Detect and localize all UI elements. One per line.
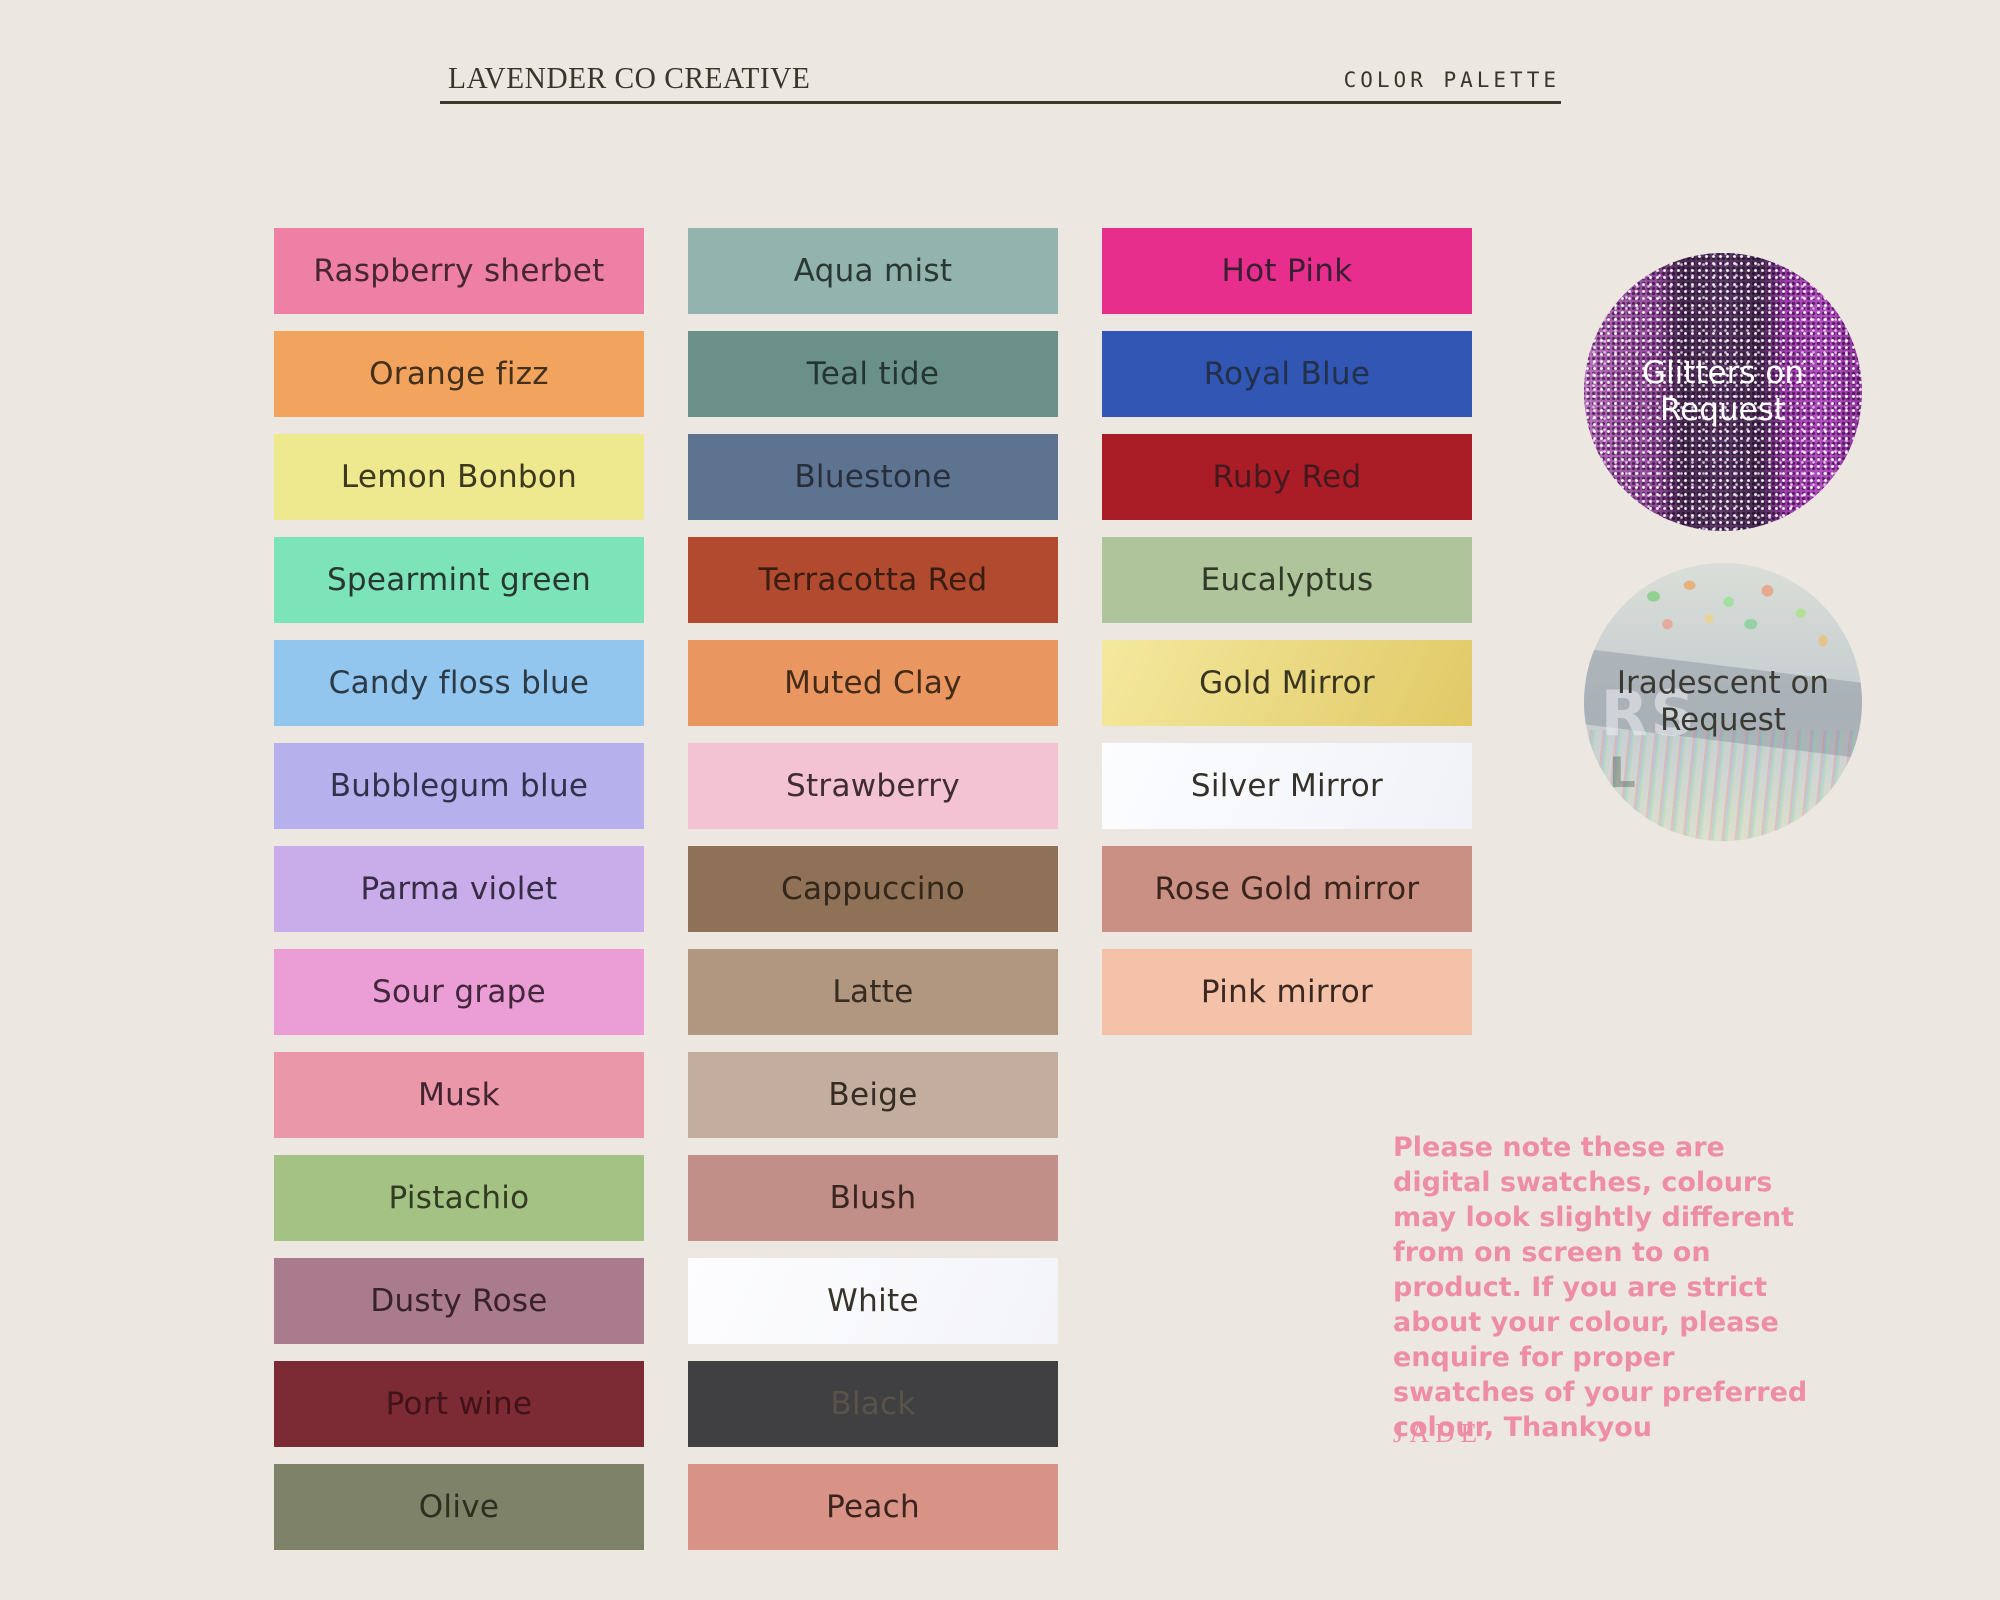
color-swatch-bubblegum-blue: Bubblegum blue <box>274 743 644 829</box>
color-swatch-muted-clay: Muted Clay <box>688 640 1058 726</box>
swatch-label: Blush <box>829 1180 917 1216</box>
swatch-label: Spearmint green <box>326 562 592 598</box>
swatch-label: Sour grape <box>371 974 547 1010</box>
glitter-sample-circle: Glitters on Request <box>1584 253 1862 531</box>
swatch-label: Teal tide <box>806 356 940 392</box>
color-swatch-eucalyptus: Eucalyptus <box>1102 537 1472 623</box>
swatch-column-1: Raspberry sherbet Orange fizz Lemon Bonbon… <box>274 228 644 1550</box>
color-swatch-latte: Latte <box>688 949 1058 1035</box>
swatch-label: Eucalyptus <box>1200 562 1374 598</box>
swatch-label: Black <box>830 1386 916 1422</box>
color-swatch-blush: Blush <box>688 1155 1058 1241</box>
color-swatch-musk: Musk <box>274 1052 644 1138</box>
note-text: Please note these are digital swatches, … <box>1393 1132 1808 1443</box>
swatch-label: Strawberry <box>786 768 960 804</box>
swatch-label: Bubblegum blue <box>329 768 589 804</box>
color-swatch-candy-floss-blue: Candy floss blue <box>274 640 644 726</box>
photo-text-fragment: L <box>1609 747 1636 797</box>
swatch-column-2: Aqua mist Teal tide Bluestone Terracotta Re… <box>688 228 1058 1550</box>
swatch-label: Royal Blue <box>1203 356 1371 392</box>
swatch-label: Raspberry sherbet <box>313 253 605 289</box>
color-swatch-raspberry-sherbet: Raspberry sherbet <box>274 228 644 314</box>
swatch-label: Aqua mist <box>793 253 953 289</box>
color-swatch-orange-fizz: Orange fizz <box>274 331 644 417</box>
swatch-label: Orange fizz <box>369 356 549 392</box>
swatch-label: Terracotta Red <box>758 562 988 598</box>
glitter-circle-label: Glitters on Request <box>1642 354 1804 428</box>
color-swatch-rose-gold-mirror: Rose Gold mirror <box>1102 846 1472 932</box>
color-swatch-spearmint-green: Spearmint green <box>274 537 644 623</box>
color-swatch-terracotta-red: Terracotta Red <box>688 537 1058 623</box>
color-swatch-pink-mirror: Pink mirror <box>1102 949 1472 1035</box>
swatch-label: Musk <box>418 1077 500 1113</box>
iridescent-sample-circle: RS L Iradescent on Request <box>1584 563 1862 841</box>
color-swatch-strawberry: Strawberry <box>688 743 1058 829</box>
color-swatch-silver-mirror: Silver Mirror <box>1102 743 1472 829</box>
swatch-label: Dusty Rose <box>370 1283 548 1319</box>
swatch-label: Parma violet <box>360 871 558 907</box>
page-title: COLOR PALETTE <box>1343 68 1560 92</box>
swatch-label: Latte <box>832 974 914 1010</box>
color-swatch-gold-mirror: Gold Mirror <box>1102 640 1472 726</box>
color-swatch-aqua-mist: Aqua mist <box>688 228 1058 314</box>
color-swatch-teal-tide: Teal tide <box>688 331 1058 417</box>
color-swatch-port-wine: Port wine <box>274 1361 644 1447</box>
swatch-label: Port wine <box>385 1386 533 1422</box>
iridescent-circle-label: Iradescent on Request <box>1616 664 1830 738</box>
header-divider <box>440 101 1561 104</box>
swatch-label: Lemon Bonbon <box>340 459 578 495</box>
color-swatch-cappuccino: Cappuccino <box>688 846 1058 932</box>
color-swatch-bluestone: Bluestone <box>688 434 1058 520</box>
swatch-label: Rose Gold mirror <box>1154 871 1420 907</box>
swatch-label: Pistachio <box>388 1180 530 1216</box>
signature-jade: JADE <box>1393 1418 1483 1448</box>
color-swatch-sour-grape: Sour grape <box>274 949 644 1035</box>
color-swatch-dusty-rose: Dusty Rose <box>274 1258 644 1344</box>
color-swatch-peach: Peach <box>688 1464 1058 1550</box>
swatch-label: Candy floss blue <box>328 665 590 701</box>
color-swatch-pistachio: Pistachio <box>274 1155 644 1241</box>
swatch-label: Silver Mirror <box>1190 768 1384 804</box>
iridescent-swatch-photo <box>1584 563 1862 841</box>
swatch-label: Hot Pink <box>1221 253 1353 289</box>
color-swatch-white: White <box>688 1258 1058 1344</box>
swatch-label: Ruby Red <box>1212 459 1362 495</box>
color-swatch-beige: Beige <box>688 1052 1058 1138</box>
brand-name: LAVENDER CO CREATIVE <box>448 60 811 95</box>
glitter-swatch-photo <box>1584 253 1862 531</box>
swatch-label: Muted Clay <box>784 665 962 701</box>
swatch-label: White <box>827 1283 919 1319</box>
color-swatch-black: Black <box>688 1361 1058 1447</box>
color-swatch-parma-violet: Parma violet <box>274 846 644 932</box>
color-swatch-olive: Olive <box>274 1464 644 1550</box>
swatch-label: Olive <box>418 1489 500 1525</box>
swatch-label: Peach <box>826 1489 920 1525</box>
color-swatch-hot-pink: Hot Pink <box>1102 228 1472 314</box>
swatch-label: Gold Mirror <box>1199 665 1375 701</box>
swatch-label: Beige <box>828 1077 918 1113</box>
color-swatch-royal-blue: Royal Blue <box>1102 331 1472 417</box>
photo-text-fragment: RS <box>1600 676 1698 750</box>
swatch-label: Bluestone <box>794 459 952 495</box>
color-swatch-ruby-red: Ruby Red <box>1102 434 1472 520</box>
color-swatch-lemon-bonbon: Lemon Bonbon <box>274 434 644 520</box>
swatch-label: Cappuccino <box>781 871 965 907</box>
swatch-label: Pink mirror <box>1200 974 1374 1010</box>
swatch-column-3: Hot Pink Royal Blue Ruby Red Eucalyptus Gold… <box>1102 228 1472 1035</box>
